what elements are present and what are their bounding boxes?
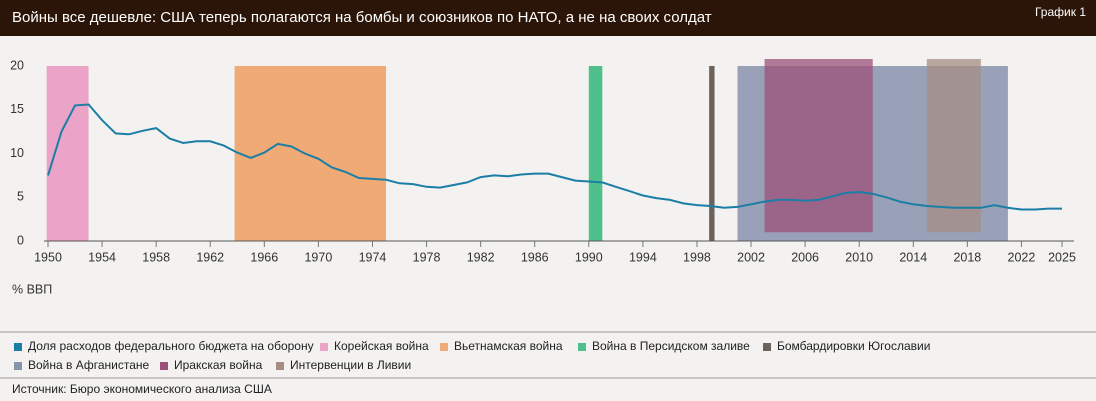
x-tick-label: 2014	[899, 250, 927, 264]
region	[709, 66, 715, 241]
x-tick-label: 1986	[521, 250, 549, 264]
legend-swatch	[14, 362, 22, 370]
x-tick-label: 1970	[304, 250, 332, 264]
x-tick-label: 1966	[250, 250, 278, 264]
y-axis-label: % ВВП	[12, 282, 52, 296]
region	[46, 66, 89, 241]
x-tick-label: 1994	[629, 250, 657, 264]
x-tick-label: 1982	[467, 250, 495, 264]
legend-swatch	[763, 343, 771, 351]
legend-swatch	[320, 343, 328, 351]
line	[47, 103, 1062, 211]
x-tick-label: 1962	[196, 250, 224, 264]
legend-label: Иракская война	[174, 358, 263, 372]
source: Источник: Бюро экономического анализа СШ…	[12, 382, 272, 396]
y-tick-label: 15	[10, 102, 24, 116]
y-tick-label: 10	[10, 146, 24, 160]
x-tick-label: 1974	[359, 250, 387, 264]
y-tick-label: 20	[10, 58, 24, 72]
y-tick-label: 0	[17, 233, 24, 247]
legend-label: Бомбардировки Югославии	[777, 339, 930, 353]
legend-label: Корейская война	[334, 339, 429, 353]
x-tick-label: 2025	[1048, 250, 1076, 264]
x-tick-label: 2002	[737, 250, 765, 264]
legend-label: Доля расходов федерального бюджета на об…	[28, 339, 314, 353]
x-tick-label: 2006	[791, 250, 819, 264]
legend-swatch	[14, 343, 22, 351]
legend-label: Вьетнамская война	[454, 339, 563, 353]
region	[234, 66, 386, 241]
legend-swatch	[440, 343, 448, 351]
x-tick-label: 1978	[413, 250, 441, 264]
chart-badge: График 1	[1035, 5, 1086, 19]
region	[588, 66, 603, 241]
region	[764, 59, 873, 233]
x-tick-label: 2018	[953, 250, 981, 264]
x-tick-label: 1950	[34, 250, 62, 264]
x-tick-label: 2022	[1008, 250, 1036, 264]
region	[926, 59, 981, 233]
x-tick-label: 1998	[683, 250, 711, 264]
plot: 0 5 10 15 20 1950 1954 1958 1962 1966 1970 1974 1978…	[10, 58, 1076, 264]
legend-swatch	[578, 343, 586, 351]
x-tick-label: 1954	[88, 250, 116, 264]
header-bar	[0, 0, 1096, 36]
legend-swatch	[160, 362, 168, 370]
x-tick-label: 1990	[575, 250, 603, 264]
legend-swatch	[276, 362, 284, 370]
legend-label: Война в Персидском заливе	[592, 339, 750, 353]
legend-label: Интервенции в Ливии	[290, 358, 411, 372]
y-tick-label: 5	[17, 190, 24, 204]
chart-title: Войны все дешевле: США теперь полагаются…	[12, 9, 712, 26]
legend-label: Война в Афганистане	[28, 358, 150, 372]
x-tick-label: 2010	[845, 250, 873, 264]
x-tick-label: 1958	[142, 250, 170, 264]
legend: Доля расходов федерального бюджета на об…	[14, 339, 930, 372]
